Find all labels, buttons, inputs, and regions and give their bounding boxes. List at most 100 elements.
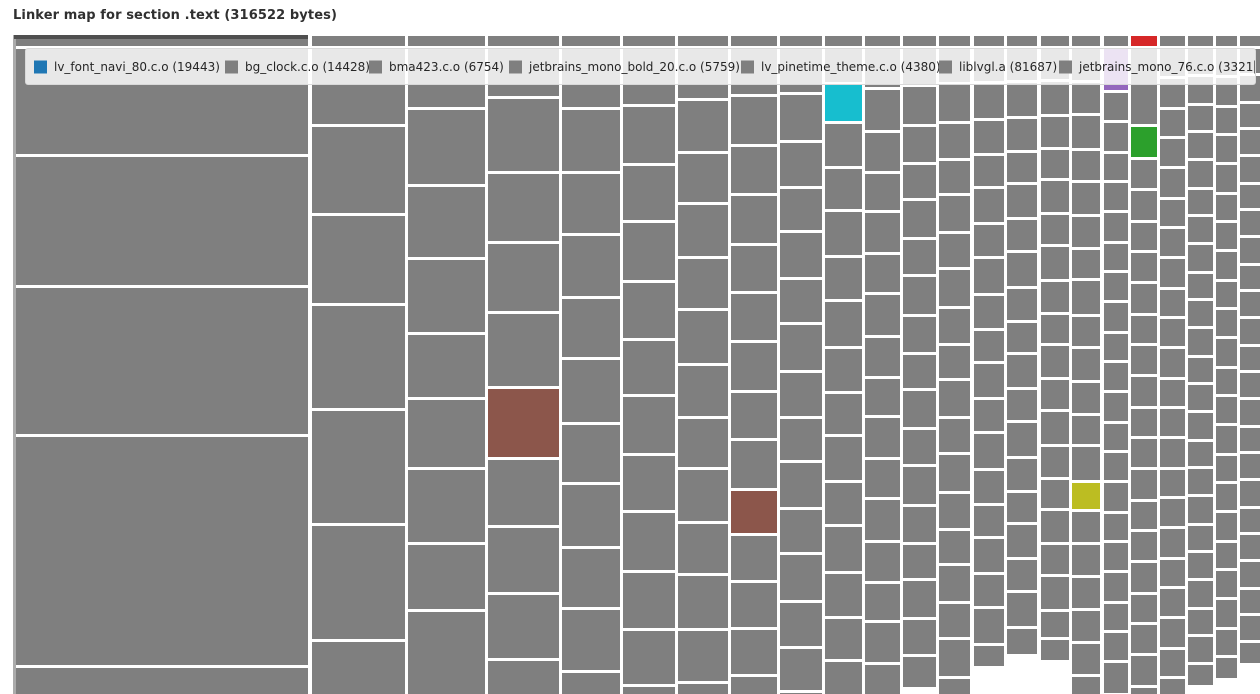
treemap-cell[interactable] <box>562 485 620 546</box>
treemap-cell[interactable] <box>1007 220 1037 250</box>
treemap-cell[interactable] <box>1072 250 1100 278</box>
treemap-cell[interactable] <box>623 341 675 394</box>
treemap-cell[interactable] <box>1239 157 1260 182</box>
treemap-cell[interactable] <box>1007 323 1037 352</box>
treemap-cell[interactable] <box>1215 136 1237 162</box>
treemap-cell[interactable] <box>1072 116 1100 148</box>
treemap-cell[interactable] <box>780 143 822 186</box>
treemap-cell[interactable] <box>1239 266 1260 289</box>
treemap-cell[interactable] <box>488 460 559 525</box>
treemap-cell[interactable] <box>1239 562 1260 587</box>
treemap-cell[interactable] <box>973 575 1004 606</box>
treemap-cell[interactable] <box>902 355 936 388</box>
treemap-cell[interactable] <box>1215 339 1237 366</box>
treemap-cell[interactable] <box>902 657 936 687</box>
treemap-cell[interactable] <box>938 85 970 121</box>
treemap-cell[interactable] <box>824 302 862 346</box>
treemap-cell[interactable] <box>1188 637 1213 662</box>
treemap-cell[interactable] <box>1130 688 1157 694</box>
treemap-cell[interactable] <box>1188 133 1213 158</box>
treemap-cell-olive[interactable] <box>1072 483 1100 509</box>
treemap-cell[interactable] <box>824 212 862 255</box>
treemap-cell[interactable] <box>678 576 728 628</box>
treemap-cell[interactable] <box>938 346 970 378</box>
treemap-cell[interactable] <box>780 325 822 370</box>
treemap-cell[interactable] <box>1160 589 1185 616</box>
treemap-cell[interactable] <box>1215 223 1237 249</box>
treemap-cell[interactable] <box>1160 229 1185 256</box>
treemap-cell[interactable] <box>562 174 620 233</box>
treemap-cell[interactable] <box>973 84 1004 118</box>
treemap-cell[interactable] <box>824 169 862 209</box>
treemap-cell-brown[interactable] <box>731 491 777 533</box>
treemap-cell[interactable] <box>1188 581 1213 607</box>
treemap-cell[interactable] <box>1072 383 1100 413</box>
treemap-cell[interactable] <box>1040 282 1069 312</box>
treemap-cell[interactable] <box>1007 593 1037 626</box>
treemap-cell[interactable] <box>562 425 620 482</box>
treemap-cell[interactable] <box>13 437 308 665</box>
treemap-cell[interactable] <box>678 101 728 151</box>
treemap-cell[interactable] <box>973 539 1004 572</box>
treemap-cell[interactable] <box>902 430 936 464</box>
treemap-cell[interactable] <box>623 283 675 338</box>
treemap-cell[interactable] <box>623 687 675 694</box>
treemap-cell[interactable] <box>902 36 936 46</box>
treemap-cell[interactable] <box>864 418 900 457</box>
treemap-cell[interactable] <box>780 233 822 277</box>
treemap-cell[interactable] <box>678 419 728 467</box>
treemap-cell[interactable] <box>1215 195 1237 220</box>
treemap-cell[interactable] <box>13 36 308 46</box>
treemap-cell[interactable] <box>1160 650 1185 676</box>
treemap-cell[interactable] <box>623 573 675 628</box>
treemap-cell[interactable] <box>488 314 559 386</box>
treemap-cell[interactable] <box>1007 83 1037 116</box>
treemap-cell[interactable] <box>731 147 777 193</box>
treemap-cell[interactable] <box>1103 483 1128 511</box>
treemap-cell[interactable] <box>1072 183 1100 214</box>
treemap-cell[interactable] <box>1215 600 1237 627</box>
treemap-cell[interactable] <box>623 166 675 220</box>
treemap-cell[interactable] <box>1160 560 1185 586</box>
treemap-cell[interactable] <box>488 244 559 311</box>
treemap-cell[interactable] <box>1072 512 1100 542</box>
treemap-cell[interactable] <box>1130 253 1157 281</box>
treemap-cell[interactable] <box>824 574 862 616</box>
treemap-cell[interactable] <box>864 174 900 210</box>
treemap-cell[interactable] <box>902 165 936 198</box>
treemap-cell[interactable] <box>731 630 777 674</box>
treemap-cell[interactable] <box>938 531 970 563</box>
treemap-cell[interactable] <box>780 419 822 460</box>
treemap-cell[interactable] <box>1188 274 1213 298</box>
treemap-cell[interactable] <box>902 581 936 617</box>
treemap-cell[interactable] <box>1130 532 1157 560</box>
treemap-cell[interactable] <box>1215 310 1237 336</box>
treemap-cell[interactable] <box>1188 385 1213 410</box>
treemap-cell[interactable] <box>824 36 862 46</box>
treemap-cell[interactable] <box>1160 349 1185 377</box>
treemap-cell[interactable] <box>1188 469 1213 494</box>
treemap-cell[interactable] <box>1072 36 1100 46</box>
treemap-cell[interactable] <box>1103 604 1128 630</box>
treemap-cell[interactable] <box>780 555 822 600</box>
treemap-cell[interactable] <box>562 299 620 357</box>
treemap-cell[interactable] <box>731 343 777 390</box>
treemap-cell[interactable] <box>488 174 559 241</box>
treemap-cell[interactable] <box>780 463 822 507</box>
treemap-cell[interactable] <box>938 419 970 452</box>
treemap-cell[interactable] <box>1103 213 1128 241</box>
treemap-cell[interactable] <box>731 393 777 438</box>
treemap-cell[interactable] <box>488 99 559 171</box>
treemap-cell[interactable] <box>938 640 970 676</box>
treemap-cell[interactable] <box>1130 284 1157 313</box>
treemap-cell[interactable] <box>973 364 1004 397</box>
treemap-cell[interactable] <box>973 296 1004 328</box>
treemap-cell[interactable] <box>488 36 559 46</box>
treemap-cell[interactable] <box>1103 154 1128 180</box>
treemap-cell[interactable] <box>1040 447 1069 477</box>
treemap-cell-cyan[interactable] <box>824 85 862 121</box>
treemap-cell[interactable] <box>1130 595 1157 622</box>
treemap-cell[interactable] <box>1160 259 1185 287</box>
treemap-cell[interactable] <box>1007 119 1037 150</box>
treemap-cell[interactable] <box>1103 123 1128 151</box>
